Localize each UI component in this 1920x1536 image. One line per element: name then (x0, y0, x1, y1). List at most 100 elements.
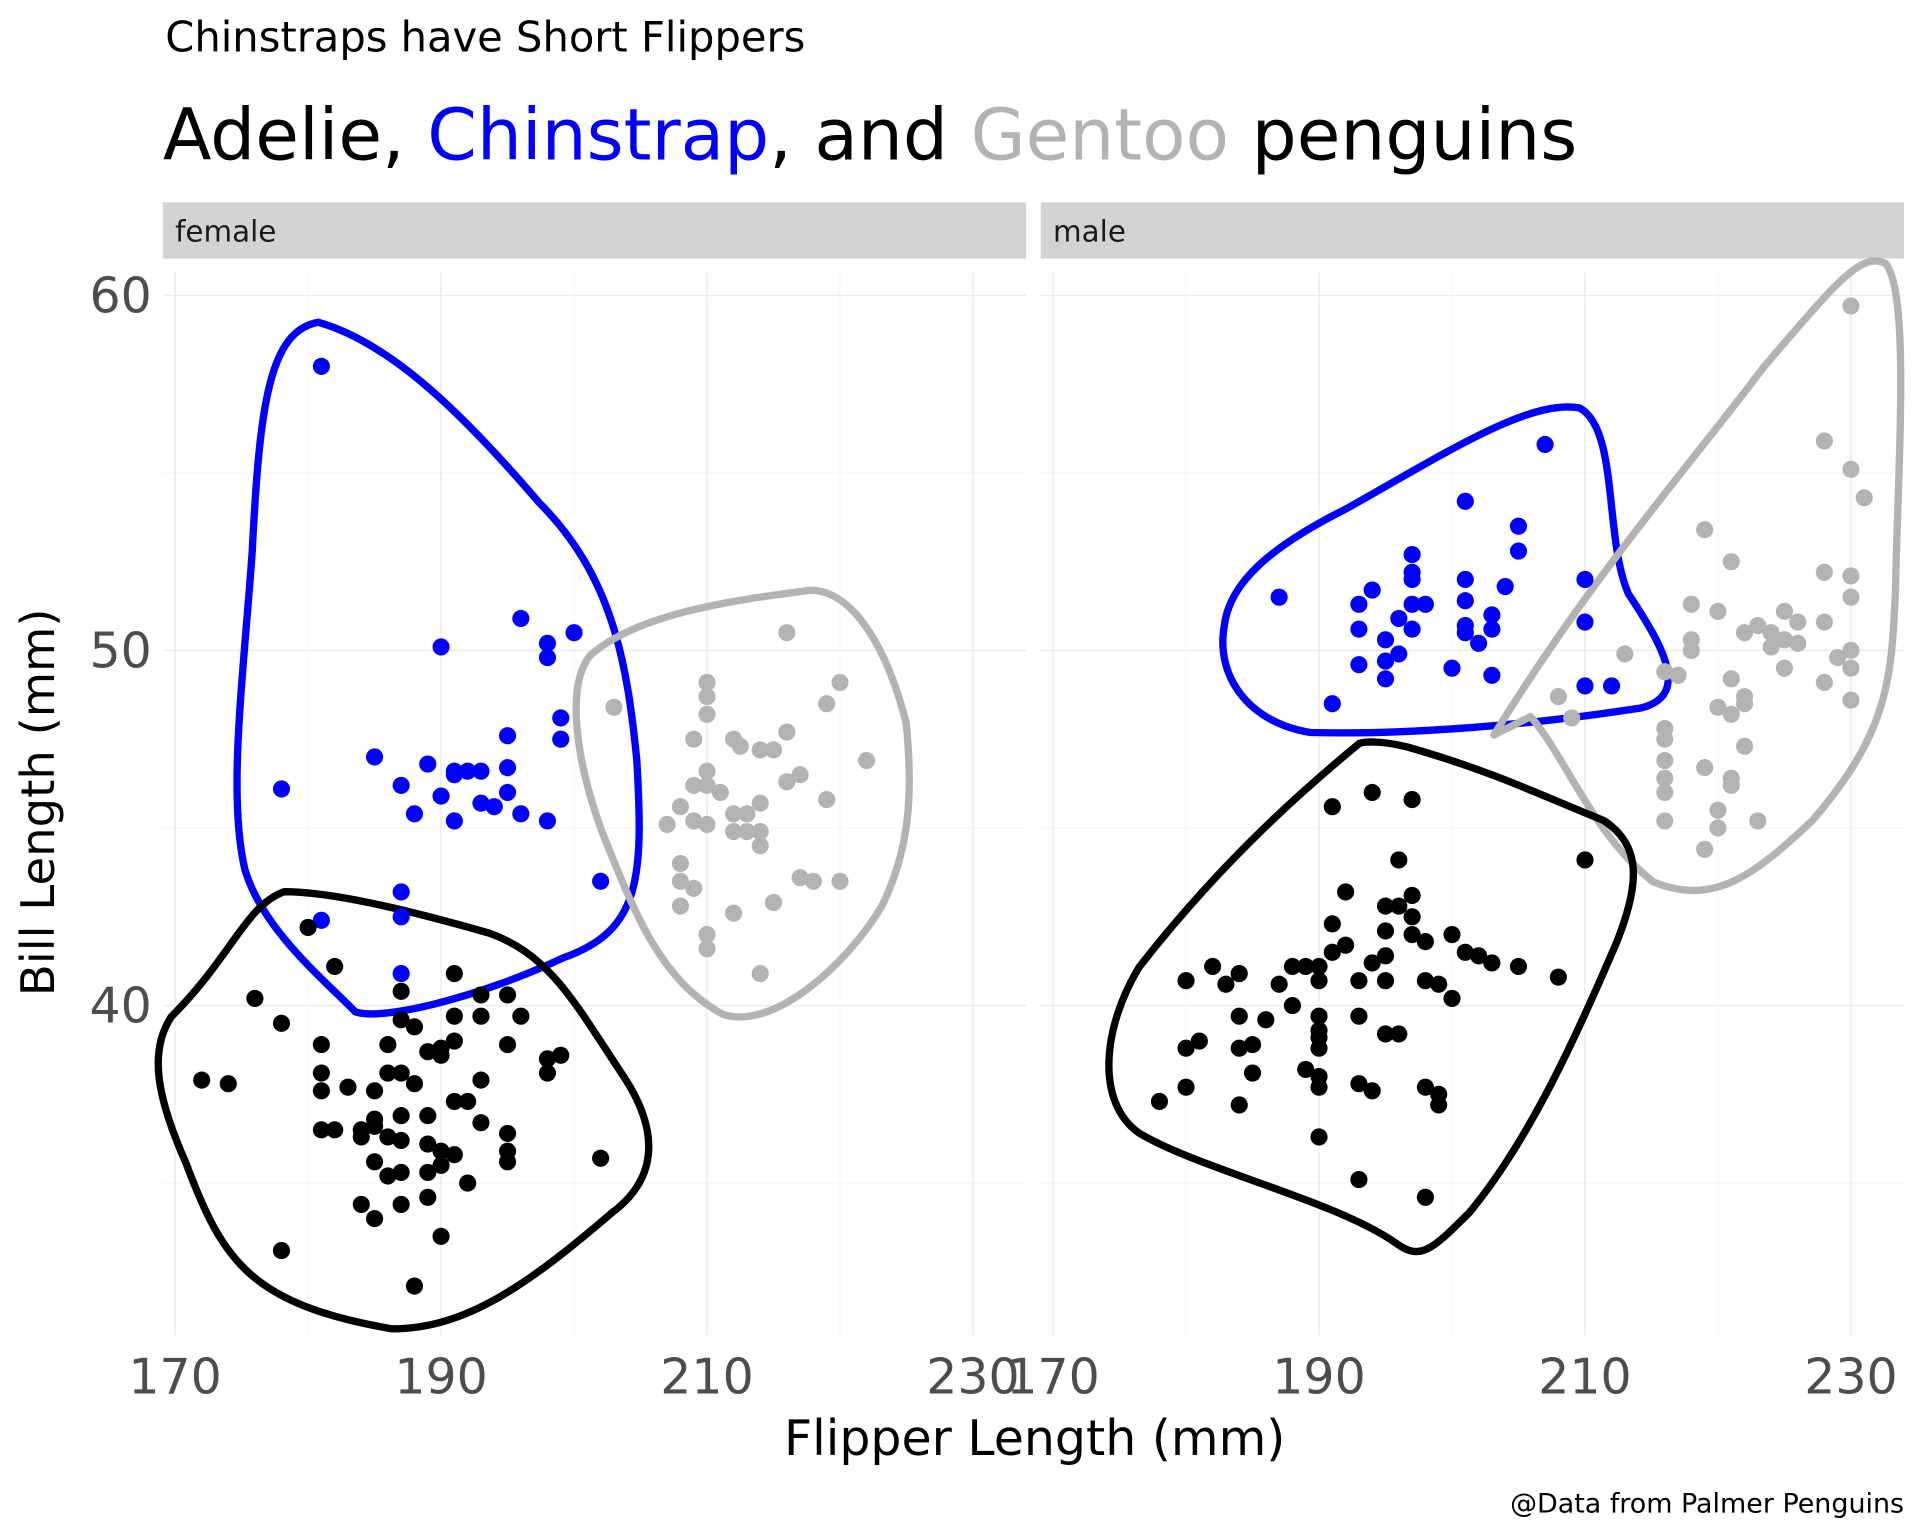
data-point (1376, 652, 1395, 670)
hull-female-gentoo (572, 586, 913, 1021)
data-point (445, 1092, 463, 1110)
data-point (392, 965, 410, 983)
data-point (1390, 645, 1408, 663)
data-point (498, 1153, 517, 1171)
data-point (459, 1092, 477, 1110)
data-point (1842, 659, 1860, 677)
data-point (1310, 1078, 1328, 1096)
y-axis-label: Bill Length (mm) (11, 608, 65, 996)
data-point (1310, 1007, 1328, 1025)
title-chinstrap: Chinstrap (427, 93, 769, 176)
data-point (1456, 943, 1474, 961)
data-point (405, 1277, 424, 1295)
data-point (1243, 1064, 1262, 1082)
data-point (299, 918, 317, 936)
data-point (1376, 670, 1395, 688)
data-point (1815, 673, 1833, 691)
data-point (1470, 947, 1488, 965)
data-point (1430, 1096, 1448, 1114)
data-point (1350, 656, 1368, 674)
data-point (1390, 1025, 1408, 1043)
data-point (1815, 613, 1833, 631)
data-point (1443, 925, 1461, 944)
data-point (1563, 709, 1581, 727)
data-point (1376, 897, 1395, 915)
data-point (1616, 645, 1634, 663)
data-point (538, 1064, 557, 1082)
data-point (1243, 1036, 1262, 1054)
data-point (1842, 297, 1860, 315)
caption: @Data from Palmer Penguins (1510, 1488, 1904, 1519)
series-male-chinstrap (1270, 435, 1621, 713)
data-point (1842, 588, 1860, 606)
data-point (1576, 677, 1594, 695)
data-point (1390, 851, 1408, 869)
data-point (1350, 1075, 1368, 1093)
data-point (1576, 613, 1594, 631)
data-point (1656, 783, 1674, 802)
data-point (1682, 641, 1700, 660)
data-point (1257, 1011, 1275, 1029)
data-point (472, 794, 490, 812)
data-point (1376, 947, 1395, 965)
data-point (804, 872, 822, 890)
title-sep-2: , and (769, 93, 970, 176)
data-point (1536, 435, 1554, 454)
data-point (1656, 663, 1674, 681)
data-point (1656, 730, 1674, 748)
data-point (592, 1149, 610, 1167)
data-point (1815, 432, 1833, 450)
data-point (1350, 972, 1368, 990)
data-point (392, 1011, 410, 1029)
data-point (312, 1064, 330, 1082)
data-point (312, 1121, 330, 1139)
data-point (312, 911, 330, 929)
series-female-gentoo (605, 624, 876, 983)
data-point (685, 879, 703, 897)
data-point (1270, 588, 1288, 606)
data-point (445, 812, 463, 830)
data-point (1722, 553, 1740, 571)
data-point (1775, 631, 1794, 649)
data-point (1815, 563, 1833, 581)
data-point (552, 730, 570, 748)
data-point (1696, 759, 1714, 777)
data-point (419, 1107, 437, 1125)
data-point (1842, 691, 1860, 709)
data-point (731, 737, 749, 755)
data-point (498, 783, 517, 802)
data-point (366, 1153, 384, 1171)
data-point (459, 762, 477, 780)
data-point (671, 872, 689, 890)
data-point (538, 634, 557, 652)
data-point (1376, 1025, 1395, 1043)
data-point (1470, 634, 1488, 652)
data-point (326, 1121, 344, 1139)
data-point (1509, 957, 1528, 976)
series-female-adelie (193, 918, 610, 1295)
data-point (445, 762, 463, 780)
data-point (1190, 1032, 1208, 1050)
data-point (1376, 972, 1395, 990)
data-point (485, 798, 503, 816)
data-point (1230, 1007, 1248, 1025)
data-point (498, 1124, 517, 1142)
data-point (312, 357, 330, 375)
data-point (405, 805, 424, 823)
data-point (1430, 975, 1448, 993)
facet-strip-male (1040, 202, 1905, 259)
data-point (392, 1163, 410, 1182)
data-point (711, 783, 729, 802)
data-point (698, 705, 716, 723)
x-tick-label: 230 (1804, 1349, 1897, 1406)
x-tick-label: 210 (660, 1349, 753, 1406)
data-point (1403, 791, 1421, 809)
data-point (1443, 659, 1461, 677)
data-point (1403, 925, 1421, 944)
series-male-gentoo (1549, 297, 1873, 858)
data-point (552, 709, 570, 727)
data-point (1350, 595, 1368, 613)
data-point (1323, 798, 1341, 816)
data-point (498, 986, 517, 1004)
data-point (419, 1163, 437, 1182)
